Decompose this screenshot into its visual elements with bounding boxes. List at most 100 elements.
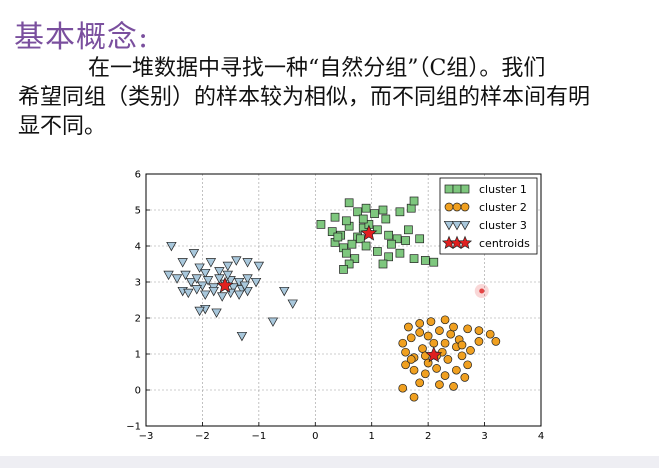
- data-point-cluster-2: [432, 364, 441, 373]
- data-point-cluster-1: [316, 220, 326, 229]
- data-point-cluster-3: [242, 274, 253, 284]
- data-point-cluster-2: [429, 338, 439, 348]
- data-point-cluster-1: [341, 216, 351, 226]
- data-point-cluster-1: [409, 196, 419, 206]
- data-point-cluster-3: [185, 277, 197, 288]
- data-point-cluster-1: [373, 225, 382, 235]
- legend-marker: [460, 184, 470, 194]
- data-point-cluster-1: [420, 256, 430, 265]
- data-point-cluster-3: [228, 283, 239, 293]
- data-point-cluster-2: [446, 329, 456, 339]
- pointer-dot: [479, 288, 485, 294]
- data-point-cluster-2: [449, 322, 458, 332]
- data-point-cluster-3: [287, 299, 298, 309]
- data-point-cluster-3: [200, 268, 211, 279]
- slide-title: 基本概念:: [14, 20, 150, 55]
- data-point-cluster-2: [485, 329, 495, 339]
- data-point-cluster-2: [401, 360, 410, 370]
- y-tick-label: 3: [135, 278, 141, 289]
- paragraph-line-3: 显不同。: [18, 114, 107, 139]
- data-point-cluster-3: [208, 286, 219, 297]
- data-point-cluster-1: [361, 203, 371, 213]
- data-point-cluster-2: [409, 365, 419, 375]
- centroid-star: [425, 346, 443, 363]
- data-point-cluster-3: [239, 281, 250, 291]
- data-point-cluster-1: [347, 239, 357, 249]
- data-point-cluster-3: [194, 306, 205, 317]
- data-point-cluster-1: [378, 205, 388, 215]
- data-point-cluster-1: [387, 239, 396, 249]
- data-point-cluster-3: [211, 308, 222, 318]
- plot-frame: [145, 173, 542, 427]
- data-point-cluster-2: [440, 371, 450, 380]
- data-point-cluster-1: [356, 234, 365, 244]
- data-point-cluster-2: [404, 322, 413, 332]
- data-point-cluster-2: [406, 333, 416, 343]
- paragraph-line-1: 在一堆数据中寻找一种“自然分组”（C组）。我们: [18, 54, 648, 83]
- legend-marker: [452, 202, 462, 212]
- data-point-cluster-2: [452, 365, 461, 375]
- legend-marker: [444, 202, 454, 212]
- centroid-star: [360, 224, 378, 241]
- y-tick-label: 5: [135, 206, 141, 217]
- slide-bottom-bar: [0, 456, 659, 468]
- data-point-cluster-1: [341, 248, 351, 258]
- legend-marker: [443, 220, 455, 231]
- data-point-cluster-3: [231, 256, 242, 266]
- data-point-cluster-3: [253, 261, 265, 272]
- data-point-cluster-1: [384, 252, 393, 262]
- data-point-cluster-2: [449, 382, 458, 391]
- data-point-cluster-2: [463, 324, 472, 334]
- data-point-cluster-3: [166, 241, 177, 252]
- data-point-cluster-1: [392, 234, 402, 244]
- data-point-cluster-1: [384, 230, 393, 240]
- y-tick-label: 2: [135, 314, 141, 325]
- data-point-cluster-3: [194, 263, 205, 273]
- data-point-cluster-1: [344, 259, 354, 269]
- x-tick-label: −2: [195, 431, 210, 442]
- data-point-cluster-3: [236, 331, 248, 342]
- data-point-cluster-1: [381, 214, 391, 224]
- data-point-cluster-3: [267, 317, 279, 327]
- data-point-cluster-3: [163, 270, 174, 281]
- data-point-cluster-2: [491, 337, 501, 346]
- data-point-cluster-2: [398, 383, 408, 393]
- data-point-cluster-3: [191, 285, 202, 295]
- legend-label: cluster 3: [479, 219, 527, 232]
- legend-label: cluster 1: [479, 183, 527, 196]
- x-tick-label: 0: [312, 431, 318, 442]
- data-point-cluster-3: [183, 288, 194, 299]
- data-point-cluster-1: [373, 247, 382, 256]
- data-point-cluster-2: [423, 331, 433, 341]
- y-tick-label: 4: [135, 242, 141, 253]
- data-point-cluster-1: [327, 227, 337, 236]
- data-point-cluster-3: [222, 270, 234, 281]
- data-point-cluster-2: [457, 340, 467, 350]
- legend-marker: [452, 184, 462, 194]
- data-point-cluster-1: [406, 203, 416, 213]
- data-point-cluster-3: [200, 290, 211, 300]
- data-point-cluster-3: [177, 258, 188, 268]
- data-point-cluster-3: [279, 286, 290, 297]
- data-point-cluster-2: [440, 338, 450, 348]
- data-point-cluster-1: [330, 212, 340, 222]
- y-tick-label: 1: [135, 350, 141, 361]
- y-tick-label: −1: [126, 422, 141, 433]
- data-point-cluster-3: [216, 292, 228, 302]
- data-point-cluster-3: [233, 290, 245, 300]
- data-point-cluster-1: [361, 241, 371, 251]
- data-point-cluster-1: [344, 198, 354, 208]
- data-point-cluster-2: [415, 378, 425, 388]
- data-point-cluster-2: [406, 355, 416, 364]
- legend-marker: [460, 202, 470, 212]
- data-point-cluster-1: [395, 207, 405, 217]
- data-point-cluster-2: [443, 355, 453, 364]
- data-point-cluster-2: [426, 317, 436, 326]
- data-point-cluster-3: [222, 261, 234, 272]
- paragraph-line-1-text: 在一堆数据中寻找一种“自然分组”（C组）。我们: [88, 56, 546, 81]
- data-point-cluster-1: [353, 207, 362, 217]
- legend-marker: [459, 220, 471, 231]
- centroid-star: [216, 276, 234, 293]
- data-point-cluster-3: [250, 277, 262, 288]
- data-point-cluster-3: [214, 274, 225, 284]
